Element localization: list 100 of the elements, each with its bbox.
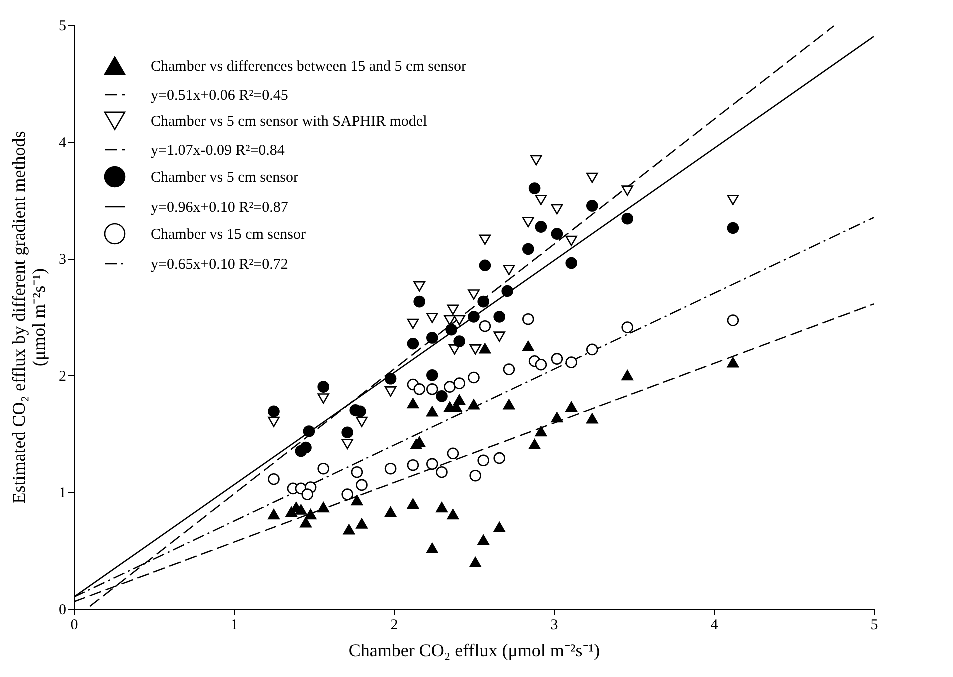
- point: [727, 222, 740, 234]
- point: [318, 462, 330, 475]
- point: [522, 313, 534, 326]
- point: [407, 398, 420, 409]
- point: [295, 445, 308, 458]
- point: [551, 412, 564, 423]
- point: [622, 186, 634, 196]
- point: [622, 213, 634, 225]
- point: [470, 557, 482, 568]
- point: [727, 357, 740, 368]
- point: [530, 155, 542, 166]
- point: [268, 473, 280, 486]
- point: [454, 394, 466, 406]
- point: [535, 195, 548, 206]
- x-tick-label: 2: [390, 618, 398, 634]
- x-tick-label: 5: [870, 618, 878, 634]
- point: [426, 458, 438, 470]
- text: (μmol m⁻²s⁻¹): [29, 268, 49, 366]
- point: [444, 315, 456, 326]
- point: [342, 488, 354, 500]
- point: [304, 509, 317, 520]
- point: [407, 338, 420, 350]
- legend-label: Chamber vs 5 cm sensor with SAPHIR model: [151, 114, 428, 130]
- legend-label: Chamber vs 5 cm sensor: [151, 170, 298, 186]
- point: [454, 378, 466, 390]
- point: [586, 413, 598, 424]
- legend-label: y=0.96x+0.10 R²=0.87: [151, 200, 289, 216]
- point: [479, 234, 492, 246]
- point: [528, 182, 541, 194]
- point: [436, 466, 448, 478]
- point: [622, 322, 634, 334]
- point: [414, 281, 426, 292]
- point: [447, 304, 460, 316]
- point: [551, 228, 564, 240]
- y-tick-label: 4: [59, 135, 67, 152]
- point: [468, 290, 480, 300]
- point: [356, 416, 368, 428]
- point: [479, 320, 492, 332]
- point: [522, 217, 534, 228]
- point: [468, 399, 480, 410]
- point: [436, 390, 448, 402]
- point: [727, 195, 740, 206]
- point: [468, 311, 480, 323]
- point: [494, 522, 506, 532]
- point: [503, 364, 516, 376]
- point: [586, 344, 598, 356]
- point: [566, 236, 578, 246]
- y-tick-label: 2: [59, 368, 66, 385]
- point: [586, 172, 598, 184]
- point: [426, 406, 438, 417]
- point: [494, 311, 506, 323]
- point: [356, 479, 368, 492]
- point: [414, 296, 426, 308]
- point: [384, 373, 397, 385]
- point: [494, 452, 506, 464]
- point: [268, 509, 280, 520]
- x-tick-label: 0: [70, 618, 78, 634]
- legend-label: Chamber vs 15 cm sensor: [151, 227, 306, 243]
- point: [318, 381, 330, 393]
- point: [351, 495, 364, 506]
- point: [566, 257, 578, 270]
- point: [268, 416, 280, 428]
- point: [407, 318, 420, 330]
- point: [407, 459, 420, 472]
- y-tick-label: 5: [59, 18, 66, 34]
- point: [470, 470, 482, 482]
- point: [426, 543, 438, 554]
- point: [414, 384, 426, 396]
- point: [727, 314, 740, 326]
- x-axis-title: Chamber CO₂ efflux (μmol m⁻²s⁻¹): [348, 640, 600, 660]
- point: [478, 296, 490, 308]
- point: [503, 265, 516, 276]
- point: [454, 315, 466, 326]
- point: [426, 312, 438, 324]
- text: Estimated CO₂ efflux by different gradient methods: [9, 131, 29, 504]
- point: [586, 200, 598, 212]
- point: [528, 439, 541, 450]
- point: [444, 381, 456, 393]
- point: [436, 502, 448, 513]
- point: [384, 462, 397, 475]
- point: [535, 359, 548, 371]
- point: [318, 502, 330, 513]
- point: [479, 343, 492, 354]
- legend-label: y=0.65x+0.10 R²=0.72: [151, 257, 288, 273]
- point: [502, 285, 514, 298]
- point: [351, 466, 364, 478]
- x-tick-label: 1: [230, 618, 238, 634]
- point: [384, 506, 397, 518]
- point: [468, 372, 480, 384]
- point: [302, 488, 314, 500]
- point: [522, 243, 534, 256]
- y-tick-label: 3: [59, 252, 66, 268]
- point: [478, 454, 490, 467]
- point: [446, 324, 458, 336]
- point: [447, 448, 460, 460]
- legend-label: y=0.51x+0.06 R²=0.45: [151, 88, 288, 104]
- point: [535, 426, 548, 437]
- point: [503, 399, 516, 410]
- y-tick-label: 0: [59, 602, 66, 618]
- point: [494, 332, 506, 342]
